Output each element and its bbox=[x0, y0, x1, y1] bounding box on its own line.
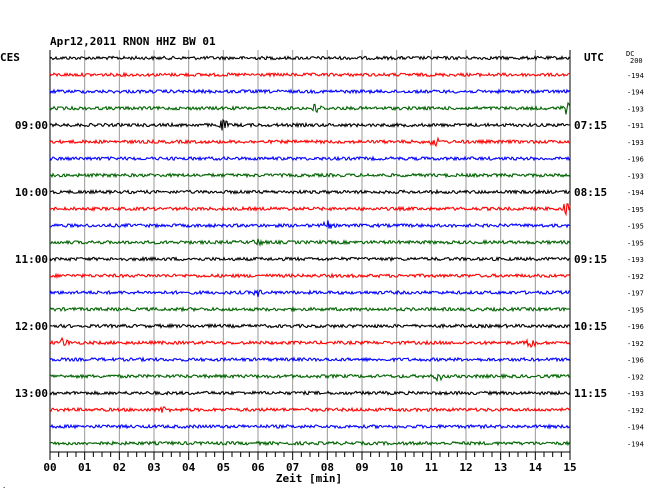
x-tick-label-15: 15 bbox=[563, 461, 576, 474]
x-tick-label-01: 01 bbox=[78, 461, 92, 474]
dc-value-19: -192 bbox=[627, 373, 644, 381]
trace-row-15 bbox=[49, 305, 571, 313]
dc-value-20: -193 bbox=[627, 390, 644, 398]
x-axis-label: Zeit [min] bbox=[276, 472, 342, 485]
right-time-label-1: 08:15 bbox=[574, 186, 607, 199]
dc-value-17: -192 bbox=[627, 340, 644, 348]
right-time-label-4: 11:15 bbox=[574, 387, 607, 400]
trace-row-18 bbox=[49, 356, 571, 363]
x-tick-label-02: 02 bbox=[113, 461, 126, 474]
dc-value-10: -195 bbox=[627, 223, 644, 231]
x-tick-label-08: 08 bbox=[321, 461, 334, 474]
x-tick-label-13: 13 bbox=[494, 461, 507, 474]
trace-group bbox=[49, 55, 571, 447]
x-tick-label-10: 10 bbox=[390, 461, 403, 474]
dc-value-16: -196 bbox=[627, 323, 644, 331]
trace-row-22 bbox=[49, 423, 571, 430]
dc-value-11: -195 bbox=[627, 239, 644, 247]
dc-value-4: -191 bbox=[627, 122, 644, 130]
dc-value-23: -194 bbox=[627, 440, 644, 448]
trace-row-9 bbox=[49, 203, 571, 217]
trace-row-4 bbox=[49, 118, 571, 131]
dc-value-7: -193 bbox=[627, 172, 644, 180]
dc-value-22: -194 bbox=[627, 424, 644, 432]
trace-row-20 bbox=[49, 389, 571, 396]
trace-row-12 bbox=[49, 255, 570, 263]
left-time-label-0: 09:00 bbox=[15, 119, 48, 132]
right-time-label-0: 07:15 bbox=[574, 119, 607, 132]
left-time-label-2: 11:00 bbox=[15, 253, 48, 266]
left-time-label-3: 12:00 bbox=[15, 320, 48, 333]
trace-row-3 bbox=[49, 101, 571, 115]
trace-row-10 bbox=[50, 220, 571, 229]
x-tick-label-04: 04 bbox=[182, 461, 196, 474]
trace-row-7 bbox=[49, 172, 571, 179]
dc-header-value: 200 bbox=[630, 57, 643, 65]
right-time-label-2: 09:15 bbox=[574, 253, 607, 266]
trace-row-19 bbox=[49, 373, 571, 383]
left-time-label-1: 10:00 bbox=[15, 186, 48, 199]
right-zone-label: UTC bbox=[584, 51, 604, 64]
dc-value-3: -193 bbox=[627, 105, 644, 113]
trace-row-17 bbox=[49, 336, 571, 349]
x-tick-label-09: 09 bbox=[355, 461, 368, 474]
trace-row-5 bbox=[49, 136, 571, 148]
dc-value-9: -195 bbox=[627, 206, 644, 214]
dc-value-1: -194 bbox=[627, 72, 644, 80]
right-time-label-3: 10:15 bbox=[574, 320, 607, 333]
trace-row-13 bbox=[49, 272, 571, 279]
left-zone-label: CES bbox=[0, 51, 20, 64]
x-tick-label-11: 11 bbox=[425, 461, 439, 474]
dc-value-18: -196 bbox=[627, 357, 644, 365]
trace-row-6 bbox=[49, 155, 571, 162]
x-tick-label-03: 03 bbox=[147, 461, 160, 474]
corner-mark: . bbox=[2, 482, 6, 490]
trace-row-21 bbox=[49, 406, 571, 414]
dc-value-14: -197 bbox=[627, 290, 644, 298]
dc-value-5: -193 bbox=[627, 139, 644, 147]
trace-row-2 bbox=[49, 88, 571, 95]
x-tick-label-07: 07 bbox=[286, 461, 299, 474]
x-tick-label-14: 14 bbox=[529, 461, 543, 474]
left-time-label-4: 13:00 bbox=[15, 387, 48, 400]
dc-header: DC bbox=[626, 50, 634, 58]
trace-row-8 bbox=[49, 188, 571, 196]
trace-row-16 bbox=[49, 322, 571, 330]
dc-value-13: -192 bbox=[627, 273, 644, 281]
dc-value-8: -194 bbox=[627, 189, 644, 197]
x-tick-label-06: 06 bbox=[251, 461, 265, 474]
trace-row-14 bbox=[49, 289, 571, 298]
x-axis: 00 01 02 03 04 05 06 07 08 09 10 11 12 13 14 15 bbox=[43, 451, 577, 474]
chart-title: Apr12,2011 RNON HHZ BW 01 bbox=[50, 35, 216, 48]
dc-value-21: -192 bbox=[627, 407, 644, 415]
dc-value-6: -196 bbox=[627, 156, 644, 164]
trace-row-23 bbox=[49, 440, 571, 447]
x-tick-label-00: 00 bbox=[43, 461, 56, 474]
trace-row-1 bbox=[49, 71, 571, 78]
dc-value-15: -195 bbox=[627, 306, 644, 314]
x-tick-label-05: 05 bbox=[217, 461, 230, 474]
dc-value-2: -194 bbox=[627, 89, 644, 97]
trace-row-0 bbox=[49, 55, 571, 61]
x-tick-label-12: 12 bbox=[459, 461, 472, 474]
dc-value-12: -193 bbox=[627, 256, 644, 264]
gridlines bbox=[49, 50, 571, 452]
trace-row-11 bbox=[49, 238, 571, 247]
row-labels: 09:00 10:00 11:00 12:00 13:00 07:15 08:15 09:15… bbox=[15, 72, 644, 449]
